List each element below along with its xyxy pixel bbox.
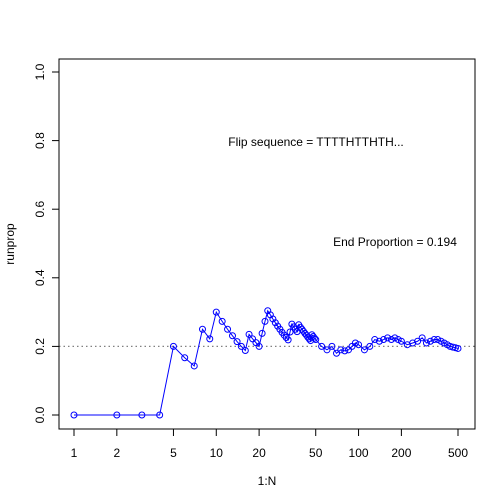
y-axis-label: runprop xyxy=(3,223,17,265)
data-point xyxy=(198,325,206,333)
x-axis: 1 2 5 10 20 50 100 200 500 xyxy=(71,428,468,460)
data-point xyxy=(312,336,320,344)
end-proportion-annotation: End Proportion = 0.194 xyxy=(333,235,457,249)
data-point xyxy=(371,336,379,344)
data-point xyxy=(409,339,417,347)
x-tick-label: 50 xyxy=(309,446,323,460)
x-tick-label: 5 xyxy=(170,446,177,460)
data-point xyxy=(391,334,399,342)
data-point xyxy=(113,411,121,419)
data-point xyxy=(323,346,331,354)
data-point xyxy=(380,336,388,344)
data-point xyxy=(355,341,363,349)
data-point xyxy=(206,335,214,343)
x-axis-label: 1:N xyxy=(258,474,277,488)
y-tick-label: 0.2 xyxy=(33,338,47,355)
flip-sequence-annotation: Flip sequence = TTTTHTTHTH... xyxy=(228,135,403,149)
data-point xyxy=(70,411,78,419)
data-point xyxy=(181,354,189,362)
data-point xyxy=(138,411,146,419)
data-point xyxy=(434,336,442,344)
data-point xyxy=(449,343,457,351)
y-tick-label: 1.0 xyxy=(33,63,47,80)
data-point xyxy=(261,317,269,325)
data-point xyxy=(454,344,462,352)
x-tick-label: 200 xyxy=(391,446,411,460)
data-point xyxy=(286,328,294,336)
x-tick-label: 100 xyxy=(349,446,369,460)
data-point xyxy=(228,332,236,340)
data-point xyxy=(397,337,405,345)
data-point xyxy=(387,336,395,344)
data-point xyxy=(218,317,226,325)
x-tick-label: 10 xyxy=(210,446,224,460)
data-point xyxy=(190,362,198,370)
data-point xyxy=(384,334,392,342)
y-tick-label: 0.8 xyxy=(33,132,47,149)
data-point xyxy=(337,346,345,354)
data-point xyxy=(414,337,422,345)
data-point xyxy=(245,330,253,338)
x-tick-label: 20 xyxy=(252,446,266,460)
data-point xyxy=(255,342,263,350)
y-tick-label: 0.4 xyxy=(33,269,47,286)
data-point xyxy=(237,342,245,350)
x-tick-label: 2 xyxy=(113,446,120,460)
data-point xyxy=(328,342,336,350)
y-tick-label: 0.0 xyxy=(33,406,47,423)
data-point xyxy=(284,336,292,344)
data-point xyxy=(422,339,430,347)
data-point xyxy=(258,329,266,337)
series-layer xyxy=(70,307,462,419)
data-point xyxy=(418,334,426,342)
data-point xyxy=(366,342,374,350)
data-point xyxy=(310,334,318,342)
data-point xyxy=(156,411,164,419)
data-point xyxy=(241,347,249,355)
data-point xyxy=(212,308,220,316)
data-point xyxy=(341,347,349,355)
data-point xyxy=(333,349,341,357)
data-point xyxy=(224,325,232,333)
y-tick-label: 0.6 xyxy=(33,201,47,218)
y-axis: 0.0 0.2 0.4 0.6 0.8 1.0 xyxy=(33,63,60,423)
data-point xyxy=(233,338,241,346)
data-point xyxy=(426,337,434,345)
data-point xyxy=(375,337,383,345)
x-tick-label: 1 xyxy=(71,446,78,460)
data-point xyxy=(318,342,326,350)
data-point xyxy=(430,336,438,344)
x-tick-label: 500 xyxy=(448,446,468,460)
data-point xyxy=(169,342,177,350)
series-line xyxy=(74,309,459,416)
data-point xyxy=(360,346,368,354)
